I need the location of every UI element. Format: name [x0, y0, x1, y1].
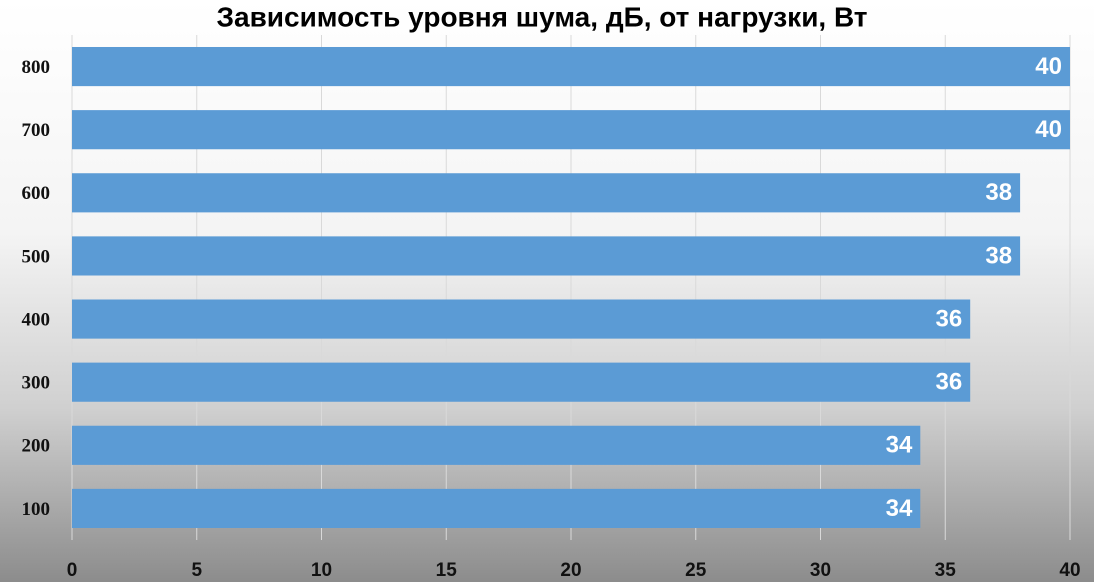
- y-tick-label: 600: [22, 183, 51, 204]
- x-tick-label: 40: [1059, 560, 1080, 581]
- x-tick-label: 30: [810, 560, 831, 581]
- bar: [72, 110, 1070, 150]
- y-tick-label: 200: [22, 436, 51, 457]
- data-label: 34: [886, 495, 913, 522]
- x-tick-label: 5: [191, 560, 202, 581]
- x-tick-label: 15: [436, 560, 458, 581]
- y-tick-label: 500: [22, 246, 51, 267]
- y-tick-label: 400: [22, 309, 51, 330]
- bar: [72, 46, 1070, 87]
- x-tick-label: 35: [935, 560, 957, 581]
- chart-title: Зависимость уровня шума, дБ, от нагрузки…: [216, 1, 867, 32]
- bar: [72, 236, 1021, 276]
- y-tick-label: 700: [22, 120, 51, 141]
- data-label: 36: [935, 305, 962, 332]
- x-tick-label: 20: [560, 560, 581, 581]
- data-label: 40: [1035, 116, 1062, 143]
- bar: [72, 299, 971, 339]
- y-tick-label: 100: [22, 499, 51, 520]
- bar: [72, 362, 971, 402]
- data-label: 38: [985, 242, 1012, 269]
- data-label: 34: [886, 432, 913, 459]
- x-tick-label: 0: [67, 560, 78, 581]
- y-tick-label: 300: [22, 373, 51, 394]
- bar: [72, 425, 921, 465]
- x-tick-label: 10: [311, 560, 332, 581]
- x-tick-label: 25: [685, 560, 707, 581]
- data-label: 38: [985, 179, 1012, 206]
- bar: [72, 173, 1021, 213]
- data-label: 40: [1035, 53, 1062, 80]
- bar: [72, 488, 921, 529]
- data-label: 36: [935, 369, 962, 396]
- y-tick-label: 800: [22, 57, 51, 78]
